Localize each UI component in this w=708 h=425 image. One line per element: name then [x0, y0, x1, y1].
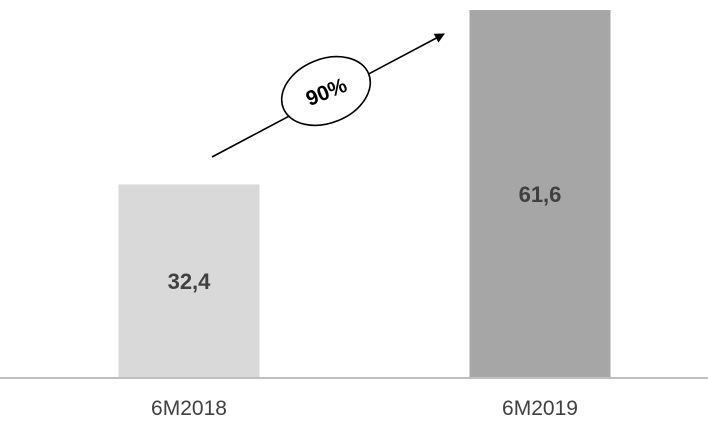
bar-value-label: 61,6 [519, 182, 562, 207]
growth-annotation: 90% [211, 33, 445, 158]
bars-layer [118, 10, 611, 378]
bar-value-label: 32,4 [168, 269, 212, 294]
bar-6M2018 [118, 184, 260, 378]
x-tick-label: 6M2019 [502, 397, 578, 420]
labels-layer: 32,4 6M2018 61,6 6M2019 [151, 182, 578, 420]
growth-ellipse [280, 55, 372, 127]
bar-6M2019 [469, 10, 611, 378]
x-tick-label: 6M2018 [151, 397, 227, 420]
